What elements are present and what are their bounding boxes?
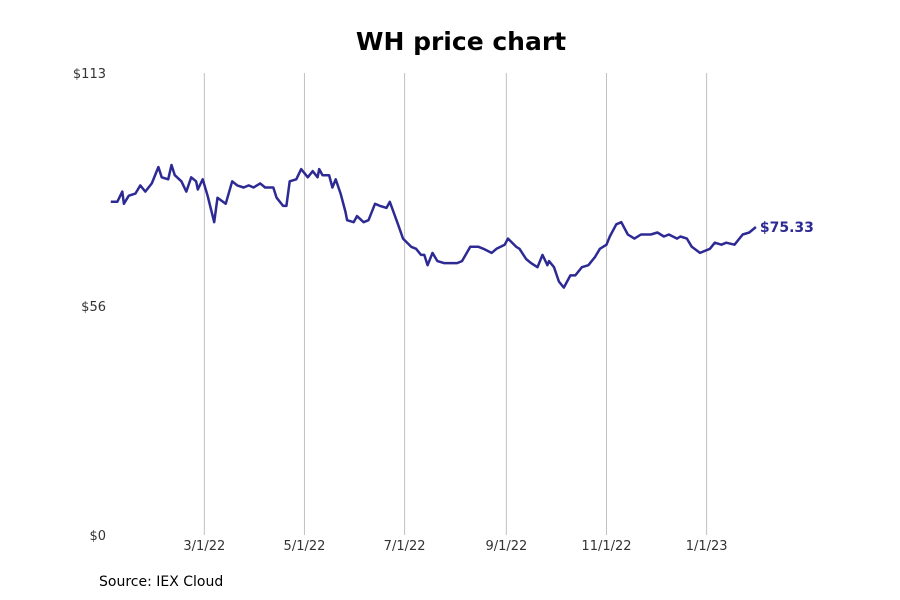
x-tick-label: 1/1/23 (686, 539, 728, 554)
x-tick-label: 9/1/22 (485, 539, 527, 554)
price-series: $75.33 (110, 163, 814, 289)
chart-title: WH price chart (355, 27, 567, 56)
price-line (110, 163, 757, 289)
last-price-label: $75.33 (760, 220, 814, 236)
y-axis-ticks: $0 $56 $113 (73, 67, 106, 544)
x-tick-label: 3/1/22 (183, 539, 225, 554)
y-tick-label: $56 (81, 300, 106, 315)
y-tick-label: $113 (73, 67, 106, 82)
x-tick-label: 5/1/22 (284, 539, 326, 554)
x-tick-label: 11/1/22 (581, 539, 631, 554)
source-note: Source: IEX Cloud (99, 574, 224, 590)
gridlines (203, 73, 708, 535)
y-tick-label: $0 (89, 529, 106, 544)
x-axis-ticks: 3/1/22 5/1/22 7/1/22 9/1/22 11/1/22 1/1/23 (183, 539, 727, 554)
x-tick-label: 7/1/22 (384, 539, 426, 554)
